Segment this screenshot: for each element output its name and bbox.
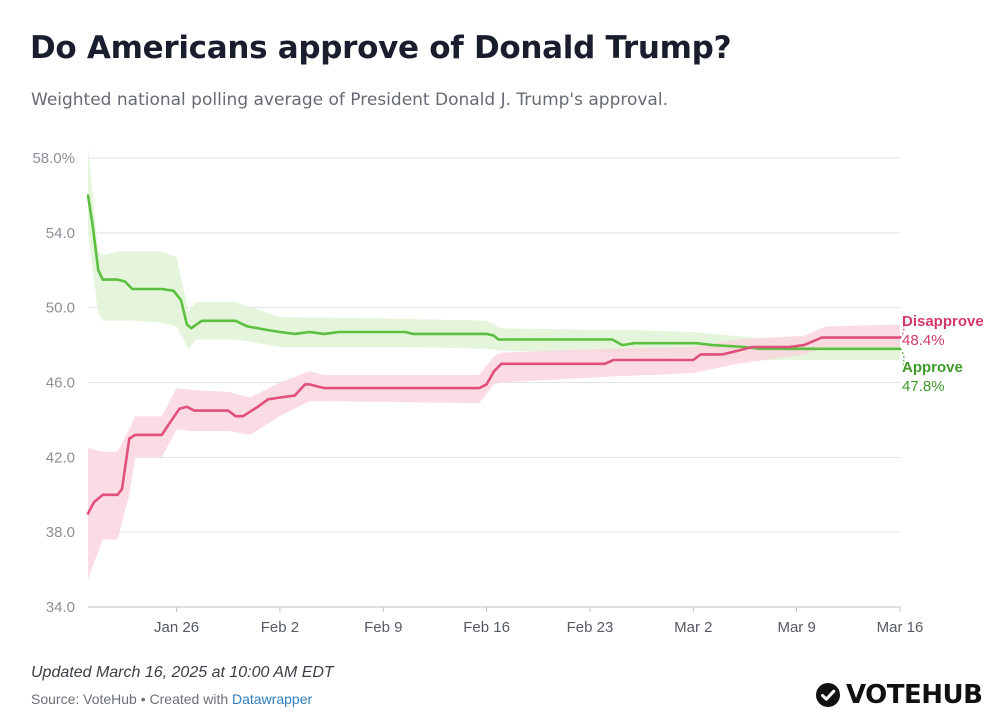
approve-line: [86, 194, 902, 351]
y-tick-label: 46.0: [46, 375, 75, 392]
source-text: Source: VoteHub • Created with: [31, 691, 233, 707]
y-tick-label: 54.0: [46, 225, 75, 242]
y-tick-label: 42.0: [46, 449, 75, 466]
disapprove-value-label: 48.4%: [902, 332, 945, 349]
y-tick-label: 38.0: [46, 524, 75, 541]
votehub-logo: VOTEHUB: [816, 680, 983, 710]
x-tick-label: Mar 16: [877, 619, 924, 636]
gridlines: [88, 157, 900, 608]
x-tick-label: Mar 2: [674, 619, 712, 636]
x-tick-label: Feb 16: [463, 619, 510, 636]
x-tick-label: Feb 9: [364, 619, 402, 636]
check-circle-icon: [816, 683, 840, 707]
approve-series-label: Approve: [902, 359, 963, 376]
chart-title: Do Americans approve of Donald Trump?: [30, 30, 732, 66]
confidence-bands: [88, 148, 900, 579]
disapprove-line: [86, 336, 902, 515]
disapprove-series-label: Disapprove: [902, 313, 984, 330]
y-axis-ticks: 58.0% 54.0 50.0 46.0 42.0 38.0 34.0: [32, 150, 75, 616]
source-note: Source: VoteHub • Created with Datawrapp…: [31, 691, 312, 707]
datawrapper-link[interactable]: Datawrapper: [232, 691, 313, 707]
x-tick-label: Feb 23: [567, 619, 614, 636]
series-lines: [86, 194, 902, 515]
y-tick-label: 34.0: [46, 599, 75, 616]
approve-label-connector: [899, 348, 905, 365]
disapprove-band: [88, 324, 900, 579]
x-tick-label: Jan 26: [154, 619, 199, 636]
end-labels: Disapprove 48.4% Approve 47.8%: [899, 313, 984, 395]
y-tick-label: 58.0%: [32, 150, 75, 167]
x-axis-ticks: Jan 26 Feb 2 Feb 9 Feb 16 Feb 23 Mar 2 Mar 9 Ma…: [154, 607, 923, 636]
x-tick-label: Mar 9: [777, 619, 815, 636]
approve-band: [88, 148, 900, 360]
votehub-wordmark: VOTEHUB: [846, 680, 983, 710]
disapprove-label-connector: [899, 321, 905, 338]
approve-value-label: 47.8%: [902, 378, 945, 395]
chart-subtitle: Weighted national polling average of Pre…: [31, 90, 668, 110]
approval-line-chart: 58.0% 54.0 50.0 46.0 42.0 38.0 34.0 Jan 26 Feb …: [32, 148, 984, 636]
x-tick-label: Feb 2: [261, 619, 299, 636]
updated-timestamp: Updated March 16, 2025 at 10:00 AM EDT: [31, 664, 334, 681]
y-tick-label: 50.0: [46, 300, 75, 317]
